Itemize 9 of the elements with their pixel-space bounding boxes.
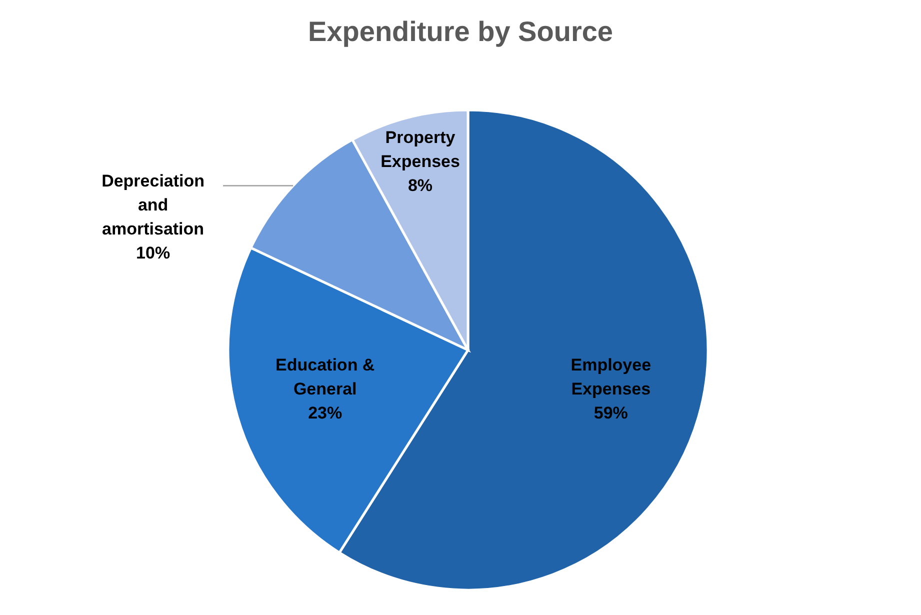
chart-title: Expenditure by Source [308, 16, 613, 47]
data-label: 23% [308, 404, 342, 423]
data-label: 8% [408, 176, 433, 196]
slice-label: Property Expenses [380, 128, 460, 172]
slice-label: Education & General [276, 356, 375, 399]
slice-label: Employee Expenses [570, 356, 652, 399]
slice-label: Depreciation and amortisation [102, 172, 205, 239]
data-label: 10% [136, 244, 170, 263]
data-label: 59% [594, 404, 628, 423]
